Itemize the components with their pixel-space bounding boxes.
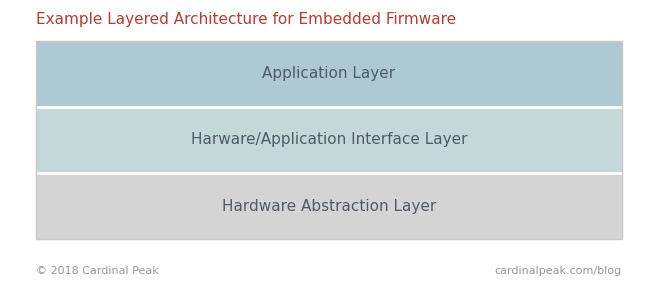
- Bar: [36, 41, 622, 239]
- Text: cardinalpeak.com/blog: cardinalpeak.com/blog: [495, 266, 622, 275]
- Text: © 2018 Cardinal Peak: © 2018 Cardinal Peak: [36, 266, 159, 275]
- Bar: [36, 107, 622, 173]
- Text: Hardware Abstraction Layer: Hardware Abstraction Layer: [221, 199, 436, 214]
- Bar: [36, 173, 622, 239]
- Bar: [36, 41, 622, 107]
- Text: Example Layered Architecture for Embedded Firmware: Example Layered Architecture for Embedde…: [36, 12, 456, 27]
- Text: Harware/Application Interface Layer: Harware/Application Interface Layer: [191, 133, 467, 147]
- Text: Application Layer: Application Layer: [262, 66, 395, 81]
